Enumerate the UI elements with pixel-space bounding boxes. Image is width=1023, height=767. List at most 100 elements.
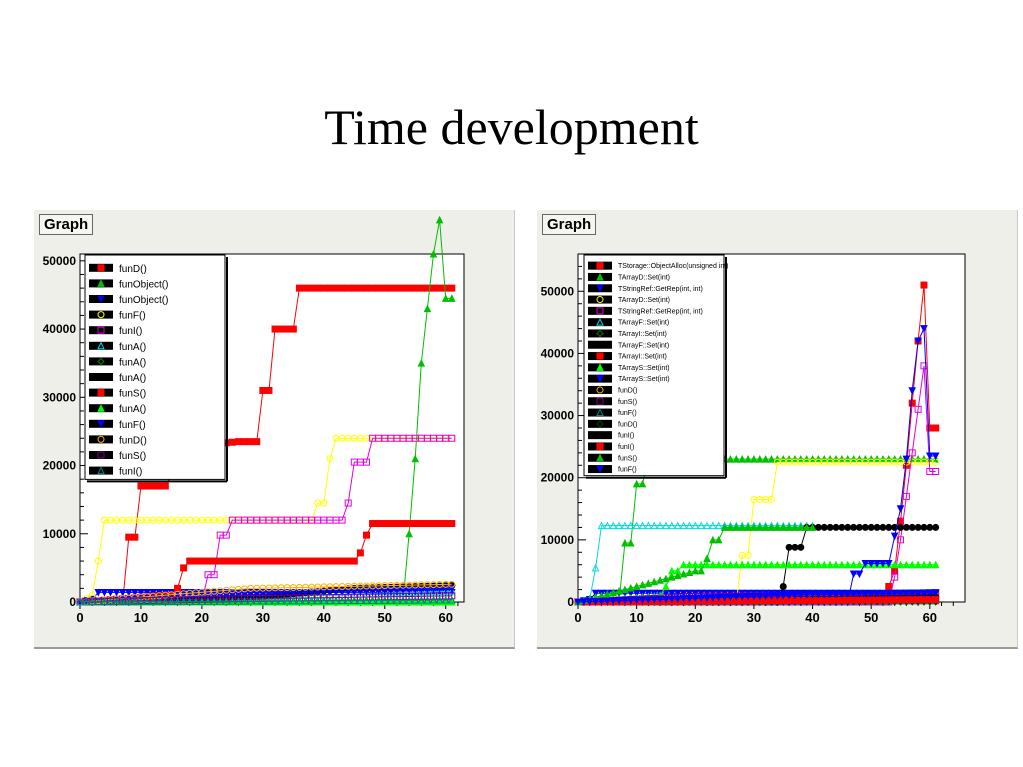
data-point bbox=[393, 596, 401, 604]
data-point bbox=[885, 596, 893, 604]
slide-title: Time development bbox=[324, 99, 699, 155]
legend-label: funObject() bbox=[119, 279, 168, 290]
data-point bbox=[867, 596, 875, 604]
legend-entry: TArrayS::Set(int) bbox=[588, 374, 670, 383]
data-point bbox=[387, 284, 395, 292]
x-tick-label: 30 bbox=[256, 610, 270, 625]
data-point bbox=[755, 560, 764, 569]
data-point bbox=[673, 571, 682, 580]
legend-marker bbox=[97, 311, 105, 319]
data-point bbox=[356, 596, 365, 604]
data-point bbox=[411, 284, 419, 292]
legend-label: funF() bbox=[119, 311, 146, 322]
legend-label: funA() bbox=[119, 373, 146, 384]
data-point bbox=[603, 521, 612, 530]
data-point bbox=[932, 523, 940, 531]
graph-tab-label[interactable]: Graph bbox=[39, 214, 94, 235]
data-point bbox=[896, 505, 905, 513]
legend-entry: funS() bbox=[89, 451, 146, 462]
data-point bbox=[265, 557, 273, 565]
data-point bbox=[344, 557, 352, 565]
legend-entry: funF() bbox=[89, 419, 146, 431]
data-point bbox=[222, 531, 230, 539]
data-point bbox=[626, 521, 635, 530]
data-point bbox=[76, 597, 84, 606]
data-point bbox=[448, 586, 456, 595]
data-point bbox=[832, 560, 840, 569]
legend-label: TArrayF::Set(int) bbox=[618, 320, 669, 327]
data-point bbox=[295, 589, 304, 597]
data-point bbox=[920, 523, 928, 531]
legend-swatch bbox=[89, 466, 113, 475]
data-point bbox=[867, 559, 875, 568]
data-point bbox=[615, 587, 623, 595]
data-point bbox=[399, 520, 407, 528]
data-point bbox=[405, 529, 413, 538]
data-point bbox=[621, 585, 629, 594]
data-point bbox=[855, 570, 864, 579]
data-point bbox=[320, 588, 328, 596]
data-point bbox=[838, 523, 846, 531]
data-point bbox=[650, 596, 659, 604]
data-point bbox=[429, 587, 438, 596]
data-point bbox=[338, 284, 346, 292]
data-point bbox=[826, 590, 834, 599]
legend-entry: TArrayF::Set(int) bbox=[588, 318, 669, 327]
data-point bbox=[320, 284, 328, 292]
legend-marker bbox=[97, 279, 105, 287]
data-point bbox=[222, 597, 231, 605]
data-point bbox=[644, 579, 653, 587]
data-point bbox=[375, 284, 383, 292]
legend-marker bbox=[97, 264, 105, 272]
y-tick-label: 10000 bbox=[541, 533, 575, 547]
legend-marker bbox=[596, 341, 604, 349]
data-point bbox=[332, 284, 340, 292]
data-point bbox=[920, 560, 928, 569]
data-point bbox=[638, 580, 647, 589]
data-point bbox=[369, 284, 377, 292]
data-point bbox=[932, 468, 940, 475]
data-point bbox=[228, 438, 236, 446]
data-point bbox=[234, 597, 243, 605]
data-point bbox=[779, 560, 788, 569]
data-point bbox=[356, 587, 365, 595]
data-point bbox=[399, 284, 407, 292]
data-point bbox=[802, 523, 811, 531]
data-point bbox=[155, 482, 163, 490]
data-point bbox=[832, 590, 840, 599]
data-point bbox=[802, 560, 811, 569]
data-point bbox=[192, 597, 200, 605]
x-tick-label: 20 bbox=[688, 610, 702, 625]
data-point bbox=[920, 281, 928, 289]
legend-swatch bbox=[89, 451, 113, 459]
legend-entry: funS() bbox=[89, 388, 146, 400]
legend-entry: funD() bbox=[89, 435, 147, 446]
x-tick-label: 60 bbox=[438, 610, 452, 625]
data-point bbox=[222, 557, 230, 565]
data-point bbox=[289, 325, 297, 333]
data-point bbox=[926, 596, 934, 604]
data-point bbox=[350, 587, 359, 596]
data-point bbox=[338, 587, 346, 596]
data-point bbox=[850, 523, 858, 531]
data-point bbox=[931, 589, 940, 597]
data-point bbox=[673, 521, 682, 530]
data-point bbox=[709, 594, 717, 602]
legend-marker bbox=[596, 465, 604, 474]
legend-entry: funS() bbox=[588, 397, 637, 406]
data-point bbox=[314, 557, 322, 565]
data-point bbox=[574, 598, 582, 607]
data-point bbox=[94, 597, 103, 606]
graph-tab-label[interactable]: Graph bbox=[542, 214, 597, 235]
data-point bbox=[253, 557, 261, 565]
data-point bbox=[283, 557, 291, 565]
data-point bbox=[902, 455, 911, 464]
y-tick-label: 10000 bbox=[43, 527, 77, 541]
y-tick-label: 40000 bbox=[541, 346, 575, 360]
data-point bbox=[326, 588, 334, 596]
data-point bbox=[685, 560, 694, 569]
data-point bbox=[423, 304, 432, 313]
legend-entry: funA() bbox=[89, 373, 146, 384]
data-point bbox=[662, 589, 670, 598]
data-point bbox=[644, 521, 653, 530]
